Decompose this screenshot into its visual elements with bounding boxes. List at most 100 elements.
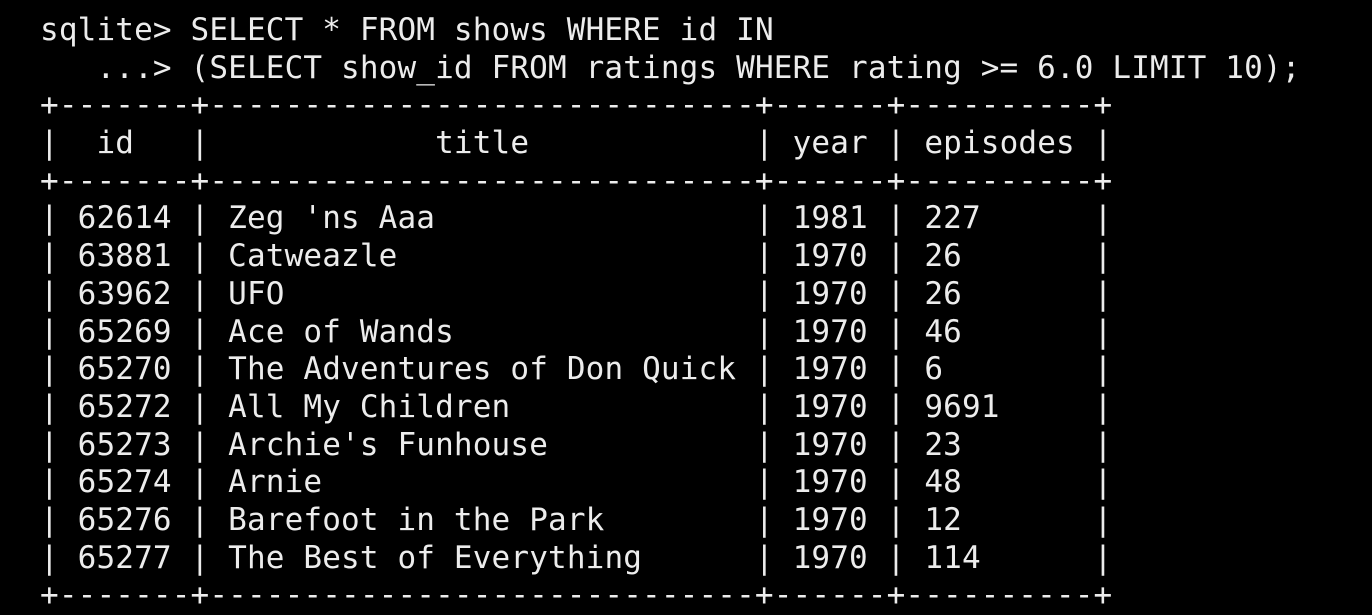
column-separator: | bbox=[867, 539, 925, 576]
column-separator: | bbox=[867, 351, 925, 388]
table-cell-episodes: 48 bbox=[924, 464, 1075, 501]
table-cell-episodes: 12 bbox=[924, 501, 1075, 538]
column-separator: | bbox=[40, 501, 78, 538]
column-separator: | bbox=[171, 313, 229, 350]
column-separator: | bbox=[867, 464, 925, 501]
column-separator: | bbox=[736, 426, 793, 463]
continuation-prompt: ...> bbox=[40, 49, 172, 86]
column-separator: | bbox=[171, 351, 229, 388]
column-separator: | bbox=[171, 125, 229, 162]
table-cell-id: 65273 bbox=[77, 426, 172, 463]
column-separator: | bbox=[171, 275, 229, 312]
column-header-year: year bbox=[792, 125, 868, 162]
column-separator: | bbox=[736, 539, 793, 576]
column-header-id: id bbox=[77, 125, 172, 162]
table-cell-episodes: 23 bbox=[924, 426, 1075, 463]
column-separator: | bbox=[867, 313, 925, 350]
table-cell-episodes: 114 bbox=[924, 539, 1075, 576]
column-separator: | bbox=[736, 464, 793, 501]
table-header-row: | id | title | year | episodes | bbox=[40, 125, 1301, 163]
column-separator: | bbox=[1074, 539, 1113, 576]
table-cell-year: 1970 bbox=[792, 313, 868, 350]
table-cell-year: 1970 bbox=[792, 351, 868, 388]
table-row: | 65269 | Ace of Wands | 1970 | 46 | bbox=[40, 314, 1301, 352]
table-cell-id: 62614 bbox=[77, 200, 172, 237]
table-cell-title: The Adventures of Don Quick bbox=[228, 351, 737, 388]
column-separator: | bbox=[1074, 464, 1113, 501]
column-separator: | bbox=[736, 125, 793, 162]
table-row: | 65276 | Barefoot in the Park | 1970 | … bbox=[40, 502, 1301, 540]
table-cell-id: 63881 bbox=[77, 238, 172, 275]
command-line-1: sqlite> SELECT * FROM shows WHERE id IN bbox=[40, 12, 1301, 50]
column-separator: | bbox=[1074, 388, 1113, 425]
column-separator: | bbox=[867, 501, 925, 538]
column-separator: | bbox=[736, 238, 793, 275]
table-cell-id: 65277 bbox=[77, 539, 172, 576]
column-separator: | bbox=[40, 539, 78, 576]
terminal-output: sqlite> SELECT * FROM shows WHERE id IN … bbox=[40, 12, 1301, 615]
column-separator: | bbox=[1074, 501, 1113, 538]
column-separator: | bbox=[171, 388, 229, 425]
column-separator: | bbox=[1074, 351, 1113, 388]
table-cell-year: 1970 bbox=[792, 501, 868, 538]
table-cell-id: 63962 bbox=[77, 275, 172, 312]
column-separator: | bbox=[867, 388, 925, 425]
table-cell-episodes: 9691 bbox=[924, 388, 1075, 425]
column-separator: | bbox=[40, 351, 78, 388]
table-row: | 65273 | Archie's Funhouse | 1970 | 23 … bbox=[40, 427, 1301, 465]
prompt: sqlite> bbox=[40, 12, 172, 48]
command-line-2: ...> (SELECT show_id FROM ratings WHERE … bbox=[40, 50, 1301, 88]
table-cell-id: 65272 bbox=[77, 388, 172, 425]
column-separator: | bbox=[40, 388, 78, 425]
column-separator: | bbox=[40, 313, 78, 350]
table-row: | 65277 | The Best of Everything | 1970 … bbox=[40, 540, 1301, 578]
column-separator: | bbox=[171, 539, 229, 576]
table-cell-title: The Best of Everything bbox=[228, 539, 737, 576]
table-cell-title: Archie's Funhouse bbox=[228, 426, 737, 463]
table-cell-episodes: 26 bbox=[924, 275, 1075, 312]
table-cell-year: 1970 bbox=[792, 464, 868, 501]
table-cell-title: Barefoot in the Park bbox=[228, 501, 737, 538]
table-cell-id: 65270 bbox=[77, 351, 172, 388]
column-separator: | bbox=[867, 238, 925, 275]
table-cell-title: Catweazle bbox=[228, 238, 737, 275]
table-row: | 65274 | Arnie | 1970 | 48 | bbox=[40, 464, 1301, 502]
command-text-2: (SELECT show_id FROM ratings WHERE ratin… bbox=[190, 49, 1301, 86]
table-cell-id: 65276 bbox=[77, 501, 172, 538]
column-separator: | bbox=[1074, 275, 1113, 312]
table-row: | 65272 | All My Children | 1970 | 9691 … bbox=[40, 389, 1301, 427]
table-body: | 62614 | Zeg 'ns Aaa | 1981 | 227 | | 63… bbox=[40, 200, 1301, 577]
table-row: | 63962 | UFO | 1970 | 26 | bbox=[40, 276, 1301, 314]
table-cell-title: Ace of Wands bbox=[228, 313, 737, 350]
column-separator: | bbox=[736, 388, 793, 425]
column-separator: | bbox=[867, 275, 925, 312]
column-separator: | bbox=[736, 501, 793, 538]
column-header-episodes: episodes bbox=[924, 125, 1075, 162]
table-cell-year: 1970 bbox=[792, 388, 868, 425]
column-header-title: title bbox=[228, 125, 737, 162]
table-cell-year: 1970 bbox=[792, 426, 868, 463]
column-separator: | bbox=[867, 200, 925, 237]
column-separator: | bbox=[40, 426, 78, 463]
column-separator: | bbox=[1074, 426, 1113, 463]
table-cell-id: 65269 bbox=[77, 313, 172, 350]
column-separator: | bbox=[40, 200, 78, 237]
table-cell-episodes: 46 bbox=[924, 313, 1075, 350]
column-separator: | bbox=[1074, 200, 1113, 237]
table-cell-year: 1970 bbox=[792, 238, 868, 275]
column-separator: | bbox=[40, 275, 78, 312]
column-separator: | bbox=[736, 313, 793, 350]
table-cell-year: 1981 bbox=[792, 200, 868, 237]
table-row: | 65270 | The Adventures of Don Quick | … bbox=[40, 351, 1301, 389]
column-separator: | bbox=[1074, 238, 1113, 275]
table-cell-episodes: 227 bbox=[924, 200, 1075, 237]
table-cell-title: All My Children bbox=[228, 388, 737, 425]
table-cell-episodes: 26 bbox=[924, 238, 1075, 275]
table-cell-year: 1970 bbox=[792, 539, 868, 576]
column-separator: | bbox=[867, 426, 925, 463]
table-row: | 63881 | Catweazle | 1970 | 26 | bbox=[40, 238, 1301, 276]
column-separator: | bbox=[171, 200, 229, 237]
column-separator: | bbox=[1074, 125, 1113, 162]
column-separator: | bbox=[171, 426, 229, 463]
table-cell-episodes: 6 bbox=[924, 351, 1075, 388]
